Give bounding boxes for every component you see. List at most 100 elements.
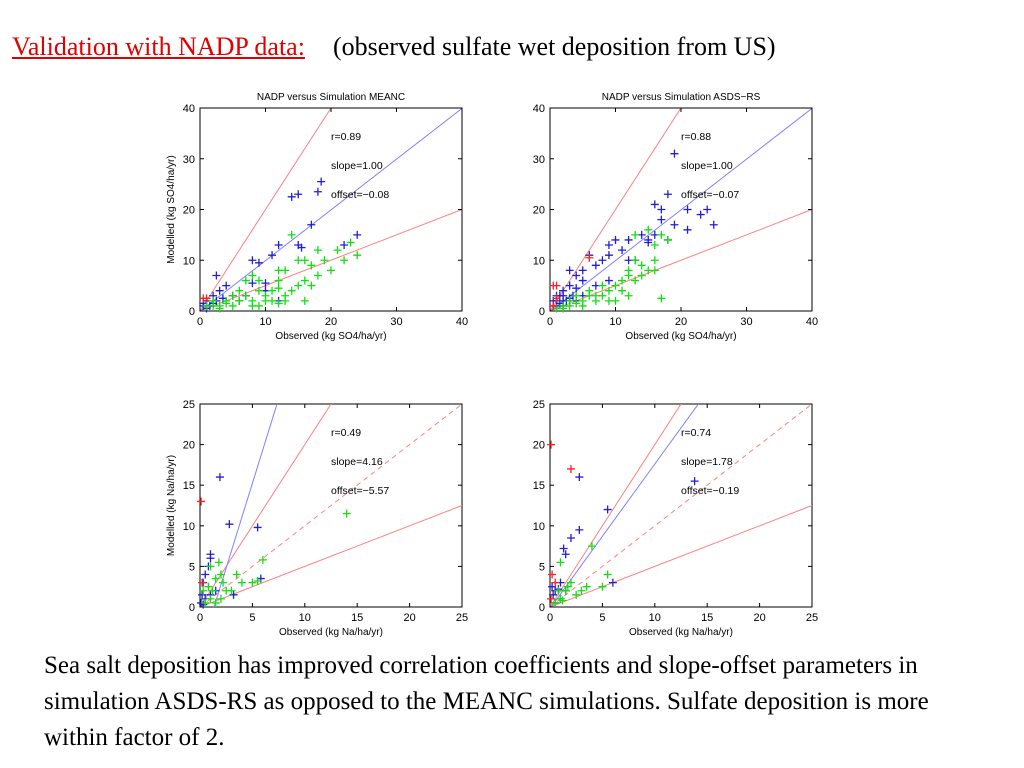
plot-lines	[550, 108, 812, 311]
data-point-green	[211, 598, 220, 607]
x-tick-label: 25	[806, 612, 818, 624]
data-point-green	[227, 586, 236, 595]
data-point-green	[199, 586, 208, 595]
data-point-blue	[611, 235, 620, 244]
data-point-blue	[294, 190, 303, 199]
x-tick-label: 10	[649, 612, 661, 624]
chart-seasalt-asds-rs: 0 5 10 15 20 25 0 5 10 15 20 25 Observed (kg Na/ha/y…	[498, 378, 828, 648]
data-point-green	[248, 301, 257, 310]
data-point-blue	[559, 544, 568, 553]
data-point-blue	[604, 276, 613, 285]
x-tick-label: 0	[197, 316, 203, 328]
x-tick-label: 20	[675, 316, 687, 328]
data-point-red	[552, 294, 561, 303]
y-tick-label: 30	[533, 154, 545, 166]
y-axis-label: Modelled (kg SO4/ha/yr)	[166, 155, 177, 263]
data-point-green	[650, 256, 659, 265]
data-point-green	[631, 230, 640, 239]
x-tick-label: 25	[456, 612, 468, 624]
data-point-green	[565, 301, 574, 310]
stat-annotation: slope=1.00	[681, 160, 733, 172]
data-point-green	[274, 299, 283, 308]
data-point-green	[228, 301, 237, 310]
data-point-green	[281, 296, 290, 305]
title-highlight: Validation with NADP data:	[12, 32, 305, 61]
data-point-green	[663, 235, 672, 244]
x-tick-label: 0	[197, 612, 203, 624]
data-point-blue	[201, 570, 210, 579]
data-point-green	[346, 238, 355, 247]
chart-sulfate-asds-rs: 0 10 20 30 40 0 10 20 30 40 NADP versus Simulation…	[498, 82, 828, 352]
data-point-red	[551, 578, 560, 587]
ref-line	[550, 404, 812, 607]
data-point-green	[237, 578, 246, 587]
data-point-red	[547, 440, 556, 449]
data-point-blue	[229, 590, 238, 599]
data-point-blue	[670, 220, 679, 229]
data-point-blue	[644, 235, 653, 244]
data-point-green	[287, 286, 296, 295]
data-point-blue	[575, 525, 584, 534]
data-point-green	[294, 281, 303, 290]
stat-annotation: slope=1.78	[681, 456, 733, 468]
data-point-green	[604, 286, 613, 295]
x-tick-label: 30	[740, 316, 752, 328]
data-point-green	[353, 251, 362, 260]
data-point-green	[591, 291, 600, 300]
data-point-green	[561, 586, 570, 595]
data-point-red	[585, 253, 594, 262]
data-point-green	[254, 286, 263, 295]
y-tick-label: 0	[189, 602, 195, 614]
data-point-green	[611, 281, 620, 290]
data-point-blue	[683, 225, 692, 234]
data-point-green	[248, 578, 257, 587]
data-point-green	[248, 271, 257, 280]
chart-sulfate-meanc: 0 10 20 30 40 0 10 20 30 40 NADP versus Simulation…	[148, 82, 478, 352]
data-point-green	[327, 266, 335, 275]
y-tick-label: 40	[183, 103, 195, 115]
ref-line	[550, 404, 682, 607]
data-point-green	[558, 596, 567, 605]
x-tick-label: 10	[609, 316, 621, 328]
y-axis-label: Modelled (kg Na/ha/yr)	[166, 455, 177, 556]
x-axis-label: Observed (kg Na/ha/yr)	[279, 627, 383, 638]
x-tick-label: 20	[403, 612, 415, 624]
chart-title: NADP versus Simulation MEANC	[257, 92, 405, 103]
data-point-green	[254, 276, 263, 285]
x-tick-label: 30	[390, 316, 402, 328]
y-tick-label: 25	[533, 399, 545, 411]
data-point-green	[572, 299, 581, 308]
y-tick-label: 10	[533, 255, 545, 267]
stat-annotation: offset=−5.57	[331, 485, 389, 497]
plot-lines	[200, 108, 462, 311]
data-point-blue	[307, 220, 316, 229]
fit-line	[550, 108, 812, 311]
data-point-blue	[287, 192, 296, 201]
stat-annotation: r=0.74	[681, 427, 711, 439]
data-point-blue	[198, 590, 207, 599]
data-point-green	[644, 225, 653, 234]
ref-line	[200, 209, 462, 311]
data-point-green	[637, 271, 646, 280]
data-point-blue	[624, 235, 633, 244]
data-point-blue	[578, 266, 587, 275]
data-point-green	[572, 291, 581, 300]
x-tick-label: 15	[351, 612, 363, 624]
stat-annotation: r=0.89	[331, 131, 361, 143]
data-point-green	[585, 286, 594, 295]
data-point-green	[587, 542, 596, 551]
data-point-green	[287, 230, 296, 239]
x-axis-label: Observed (kg Na/ha/yr)	[629, 627, 733, 638]
data-point-blue	[340, 241, 349, 250]
data-point-blue	[206, 554, 215, 563]
data-point-blue	[670, 149, 679, 158]
data-point-green	[631, 256, 640, 265]
data-point-green	[603, 570, 612, 579]
ref-line	[550, 108, 682, 311]
x-axis-label: Observed (kg SO4/ha/yr)	[625, 331, 736, 342]
x-tick-label: 5	[599, 612, 605, 624]
data-point-blue	[215, 286, 224, 295]
data-point-green	[551, 598, 560, 607]
data-point-green	[209, 296, 218, 305]
data-point-blue	[353, 230, 362, 239]
